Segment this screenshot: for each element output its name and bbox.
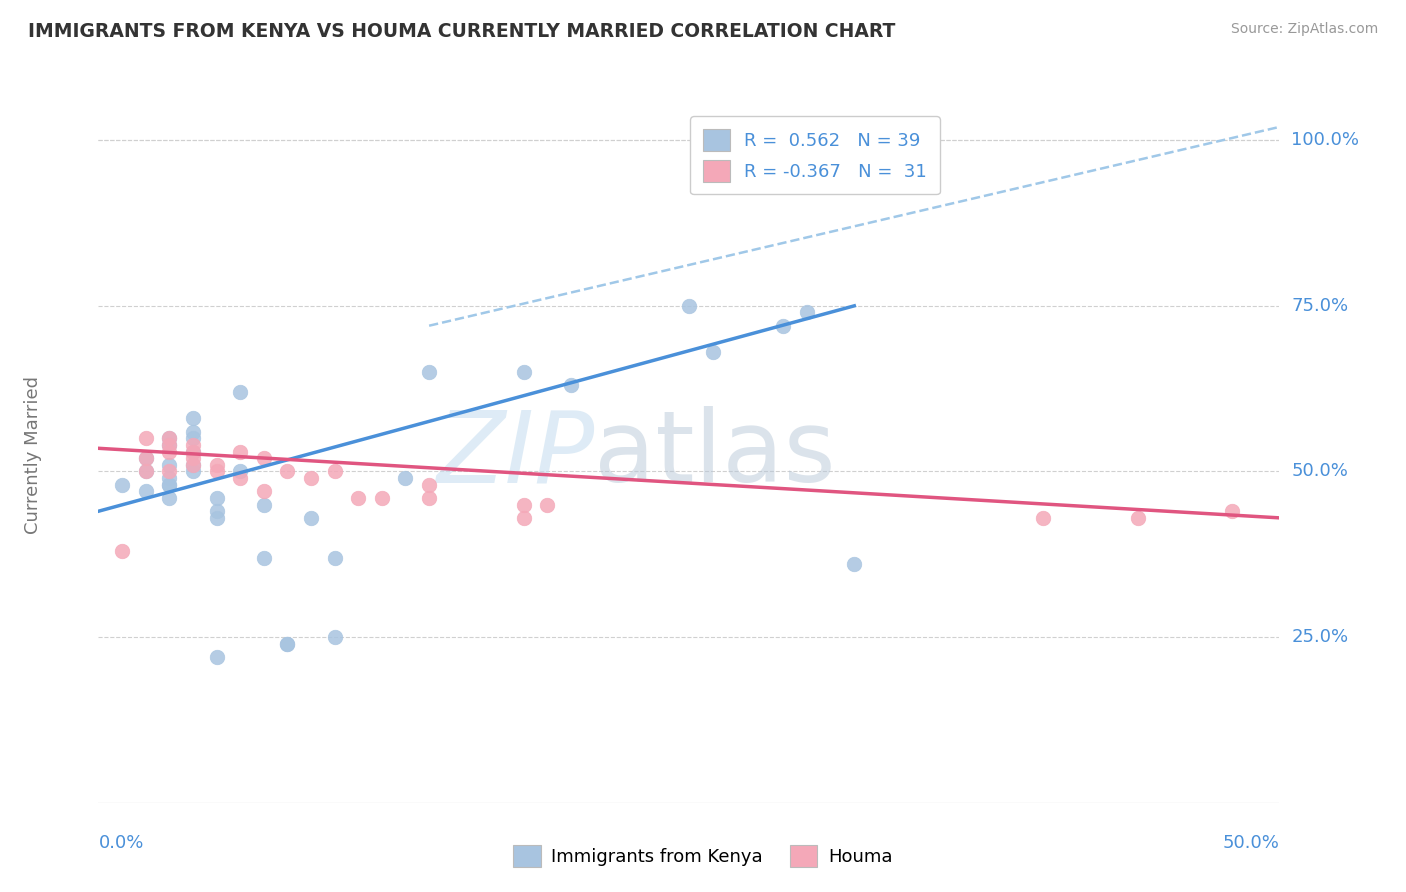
Point	[418, 491, 440, 505]
Text: IMMIGRANTS FROM KENYA VS HOUMA CURRENTLY MARRIED CORRELATION CHART: IMMIGRANTS FROM KENYA VS HOUMA CURRENTLY…	[28, 22, 896, 41]
Point	[1126, 511, 1149, 525]
Text: 100.0%: 100.0%	[1291, 131, 1360, 149]
Text: atlas: atlas	[595, 407, 837, 503]
Point	[205, 458, 228, 472]
Point	[323, 630, 346, 644]
Point	[205, 491, 228, 505]
Point	[157, 431, 180, 445]
Point	[418, 477, 440, 491]
Point	[181, 458, 204, 472]
Point	[181, 431, 204, 445]
Point	[253, 484, 276, 499]
Text: 25.0%: 25.0%	[1291, 628, 1348, 646]
Point	[181, 458, 204, 472]
Point	[135, 484, 157, 499]
Point	[536, 498, 558, 512]
Point	[229, 471, 252, 485]
Point	[323, 550, 346, 565]
Point	[229, 465, 252, 479]
Point	[205, 511, 228, 525]
Point	[111, 544, 134, 558]
Point	[205, 650, 228, 665]
Point	[135, 451, 157, 466]
Point	[229, 384, 252, 399]
Point	[796, 305, 818, 319]
Point	[844, 558, 866, 572]
Point	[418, 365, 440, 379]
Point	[229, 444, 252, 458]
Point	[512, 365, 534, 379]
Point	[157, 465, 180, 479]
Point	[181, 411, 204, 425]
Point	[157, 458, 180, 472]
Point	[276, 637, 298, 651]
Text: Currently Married: Currently Married	[24, 376, 42, 534]
Point	[181, 451, 204, 466]
Text: 50.0%: 50.0%	[1223, 834, 1279, 852]
Point	[157, 438, 180, 452]
Point	[181, 444, 204, 458]
Point	[512, 511, 534, 525]
Point	[157, 477, 180, 491]
Point	[157, 444, 180, 458]
Point	[157, 438, 180, 452]
Text: Source: ZipAtlas.com: Source: ZipAtlas.com	[1230, 22, 1378, 37]
Point	[157, 477, 180, 491]
Point	[157, 431, 180, 445]
Point	[323, 465, 346, 479]
Point	[157, 471, 180, 485]
Point	[253, 451, 276, 466]
Point	[205, 504, 228, 518]
Point	[135, 431, 157, 445]
Point	[157, 491, 180, 505]
Point	[111, 477, 134, 491]
Point	[276, 637, 298, 651]
Point	[181, 425, 204, 439]
Point	[347, 491, 370, 505]
Point	[253, 498, 276, 512]
Point	[135, 465, 157, 479]
Legend: Immigrants from Kenya, Houma: Immigrants from Kenya, Houma	[506, 838, 900, 874]
Point	[560, 378, 582, 392]
Point	[702, 345, 724, 359]
Text: 75.0%: 75.0%	[1291, 297, 1348, 315]
Point	[299, 511, 322, 525]
Point	[135, 465, 157, 479]
Point	[1032, 511, 1054, 525]
Point	[371, 491, 394, 505]
Point	[205, 465, 228, 479]
Point	[135, 451, 157, 466]
Point	[678, 299, 700, 313]
Point	[276, 465, 298, 479]
Point	[181, 438, 204, 452]
Point	[772, 318, 794, 333]
Point	[181, 465, 204, 479]
Point	[394, 471, 416, 485]
Text: 50.0%: 50.0%	[1291, 462, 1348, 481]
Point	[299, 471, 322, 485]
Text: 0.0%: 0.0%	[98, 834, 143, 852]
Point	[512, 498, 534, 512]
Text: ZIP: ZIP	[436, 407, 595, 503]
Legend: R =  0.562   N = 39, R = -0.367   N =  31: R = 0.562 N = 39, R = -0.367 N = 31	[690, 116, 939, 194]
Point	[1220, 504, 1243, 518]
Point	[253, 550, 276, 565]
Point	[181, 444, 204, 458]
